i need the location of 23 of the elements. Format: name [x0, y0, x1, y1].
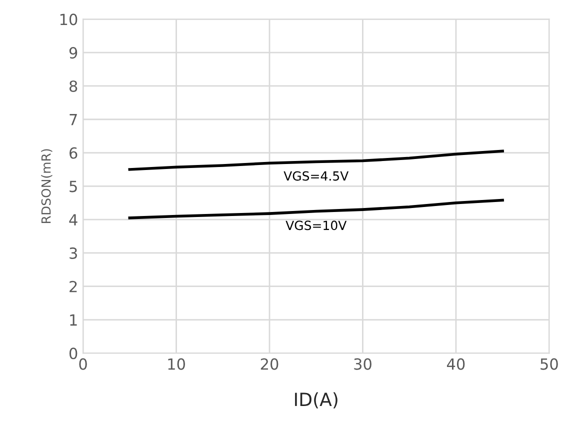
y-tick-label: 3	[70, 247, 77, 259]
y-tick-label: 4	[69, 214, 78, 226]
y-tick-label: 9	[69, 47, 78, 59]
y-tick-label: 8	[70, 80, 78, 92]
y-tick-label: 6	[70, 147, 78, 159]
line-series	[128, 198, 504, 220]
series-label: VGS=10V	[286, 220, 347, 230]
x-tick-label: 40	[446, 358, 465, 370]
y-tick-label: 5	[70, 180, 77, 192]
y-tick-label: 10	[60, 14, 78, 26]
x-tick-label: 50	[540, 358, 558, 370]
x-tick-label: 0	[79, 358, 87, 370]
line-series	[128, 150, 504, 171]
x-tick-label: 20	[260, 358, 278, 370]
y-tick-label: 1	[70, 314, 77, 326]
y-tick-label: 2	[70, 280, 77, 292]
y-axis-title: RDSON(mR)	[41, 149, 52, 223]
x-tick-label: 30	[354, 358, 372, 370]
series-label: VGS=4.5V	[284, 171, 349, 181]
y-tick-label: 0	[69, 348, 78, 360]
x-tick-label: 10	[168, 358, 185, 370]
y-tick-label: 7	[70, 114, 77, 126]
x-axis-title: ID(A)	[295, 392, 338, 408]
